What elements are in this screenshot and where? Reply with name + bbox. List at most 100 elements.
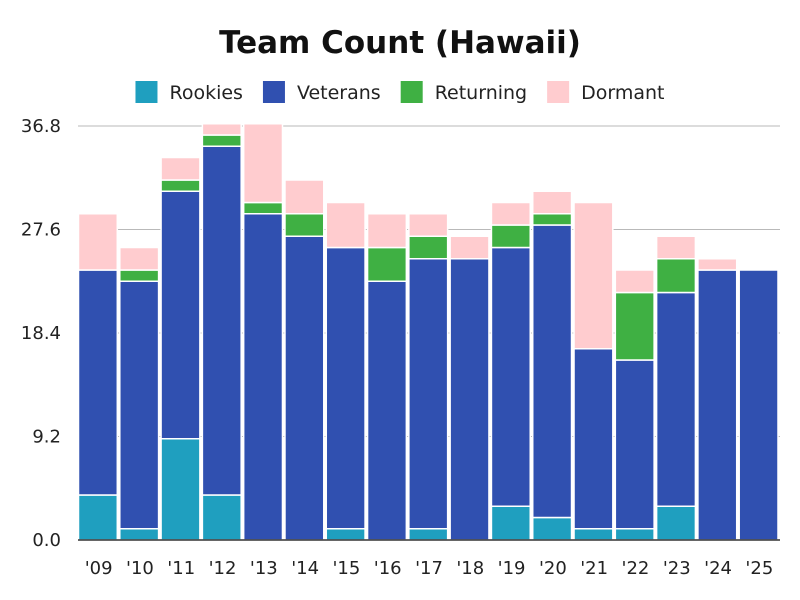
bar-segment-returning — [201, 134, 242, 147]
bar-segment-dormant — [242, 123, 284, 204]
x-tick-label: '14 — [291, 558, 319, 579]
bar-segment-dormant — [160, 156, 201, 181]
x-tick-label: '20 — [539, 558, 567, 579]
legend-item-dormant: Dormant — [547, 81, 665, 104]
y-axis-ticks: 0.0 9.2 18.4 27.6 36.8 — [21, 116, 61, 551]
legend-label: Veterans — [297, 82, 381, 104]
bar-segment-dormant — [77, 213, 119, 271]
x-tick-label: '22 — [622, 558, 650, 579]
bar-segment-dormant — [655, 235, 697, 260]
bar-segment-returning — [160, 179, 201, 192]
legend-label: Rookies — [169, 82, 242, 104]
bar-segment-veterans — [160, 190, 201, 440]
bar-segment-dormant — [284, 179, 325, 215]
bar-segment-rookies — [77, 494, 119, 541]
bar-segment-rookies — [614, 528, 655, 541]
bar-segment-veterans — [201, 145, 242, 496]
x-tick-label: '23 — [663, 558, 691, 579]
bar-segment-veterans — [697, 269, 738, 541]
bar-segment-rookies — [201, 494, 242, 541]
y-tick-label: 9.2 — [32, 427, 61, 448]
bar-segment-dormant — [201, 123, 242, 136]
bar-segment-dormant — [325, 201, 366, 249]
bar-segment-rookies — [160, 438, 201, 541]
x-tick-label: '21 — [580, 558, 608, 579]
bar-segment-veterans — [242, 213, 284, 541]
bar-segment-veterans — [325, 246, 366, 530]
legend-item-returning: Returning — [400, 81, 527, 104]
bar-segment-returning — [490, 224, 531, 249]
bar-group-8 — [408, 213, 449, 541]
bar-segment-rookies — [531, 516, 573, 541]
legend-swatch — [135, 81, 158, 103]
x-tick-label: '15 — [332, 558, 360, 579]
x-tick-label: '12 — [209, 558, 237, 579]
x-tick-label: '16 — [374, 558, 402, 579]
bar-segment-dormant — [408, 213, 449, 237]
bar-segment-veterans — [531, 224, 573, 519]
legend-label: Returning — [435, 82, 527, 104]
bar-segment-returning — [119, 269, 160, 282]
bar-segment-rookies — [119, 528, 160, 541]
bar-group-13 — [614, 269, 655, 541]
bar-segment-veterans — [366, 280, 408, 541]
y-tick-label: 27.6 — [21, 220, 61, 241]
bar-segment-dormant — [366, 213, 408, 249]
bar-segment-veterans — [573, 348, 614, 530]
bar-segment-veterans — [449, 258, 490, 541]
legend-swatch — [262, 81, 285, 103]
x-tick-label: '19 — [498, 558, 526, 579]
bar-segment-rookies — [408, 528, 449, 541]
x-tick-label: '10 — [126, 558, 154, 579]
bar-group-15 — [697, 258, 738, 541]
bar-segment-returning — [284, 213, 325, 237]
bar-segment-dormant — [697, 258, 738, 271]
bar-group-11 — [531, 190, 573, 541]
x-tick-label: '17 — [415, 558, 443, 579]
bar-group-6 — [325, 201, 366, 541]
bar-segment-veterans — [738, 269, 779, 541]
bar-segment-dormant — [119, 246, 160, 271]
bar-segment-veterans — [614, 359, 655, 530]
bar-group-12 — [573, 201, 614, 541]
bar-segment-rookies — [655, 505, 697, 541]
x-tick-label: '25 — [745, 558, 773, 579]
bar-segment-rookies — [573, 528, 614, 541]
bar-segment-veterans — [408, 258, 449, 530]
y-tick-label: 18.4 — [21, 323, 61, 344]
bar-group-1 — [119, 246, 160, 541]
y-tick-label: 36.8 — [21, 116, 61, 137]
bar-segment-dormant — [614, 269, 655, 294]
x-tick-label: '24 — [704, 558, 732, 579]
x-tick-label: '13 — [250, 558, 278, 579]
x-axis-ticks: '09 '10 '11 '12 '13 '14 '15 '16 '17 '18 '19 '20 '21 '… — [85, 558, 774, 579]
bar-segment-rookies — [325, 528, 366, 541]
bar-segment-veterans — [490, 246, 531, 507]
bar-segment-dormant — [449, 235, 490, 260]
y-tick-label: 0.0 — [32, 530, 61, 551]
bar-group-0 — [77, 213, 119, 541]
bar-segment-returning — [655, 258, 697, 294]
bar-segment-dormant — [531, 190, 573, 215]
legend-label: Dormant — [581, 82, 664, 104]
x-tick-label: '18 — [456, 558, 484, 579]
legend-swatch — [400, 81, 423, 103]
legend: Rookies Veterans Returning Dormant — [135, 81, 665, 104]
bar-segment-returning — [242, 201, 284, 215]
bar-group-10 — [490, 201, 531, 541]
bar-group-5 — [284, 179, 325, 541]
bar-segment-veterans — [655, 291, 697, 507]
bar-group-3 — [201, 123, 242, 541]
bar-segment-veterans — [119, 280, 160, 530]
bar-segment-rookies — [490, 505, 531, 541]
legend-item-rookies: Rookies — [135, 81, 243, 104]
bar-group-4 — [242, 123, 284, 541]
bar-segment-returning — [531, 213, 573, 226]
bars — [77, 123, 779, 541]
bar-segment-veterans — [284, 235, 325, 541]
bar-group-16 — [738, 269, 779, 541]
bar-group-7 — [366, 213, 408, 541]
x-tick-label: '11 — [167, 558, 195, 579]
bar-segment-returning — [614, 291, 655, 361]
